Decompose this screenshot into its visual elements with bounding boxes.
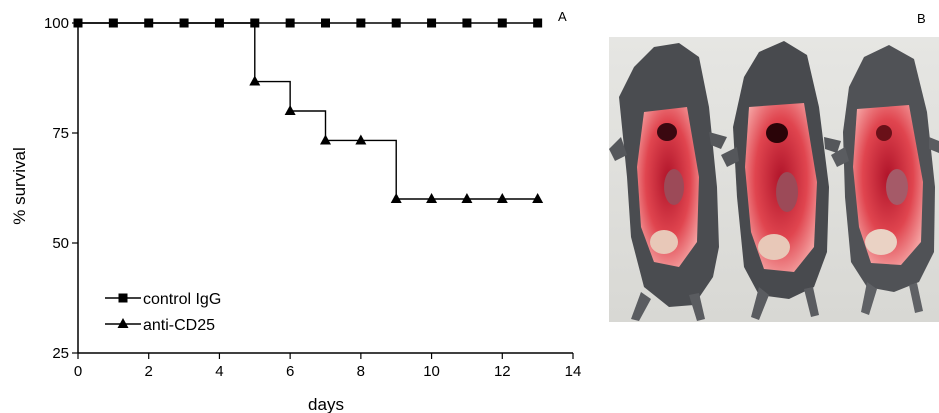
chart-axes xyxy=(77,23,573,354)
x-tick-label: 0 xyxy=(74,363,82,380)
data-point xyxy=(321,18,330,28)
data-point xyxy=(390,193,402,203)
data-point xyxy=(356,18,366,28)
x-tick-label: 12 xyxy=(494,363,511,380)
legend-label: control IgG xyxy=(143,291,221,308)
x-tick-label: 8 xyxy=(357,363,365,380)
x-tick-label: 14 xyxy=(565,363,582,380)
mouse-3 xyxy=(831,45,939,315)
y-tick-label: 100 xyxy=(44,15,69,32)
x-axis-label: days xyxy=(308,395,344,413)
mice-dissection-photo xyxy=(609,37,939,322)
series-2 xyxy=(78,22,544,203)
mouse-1 xyxy=(609,43,727,321)
x-tick-label: 2 xyxy=(145,363,153,380)
data-point xyxy=(426,193,438,203)
chart-ticks: 0 2 4 6 8 10 12 14 25 50 75 100 xyxy=(44,15,581,380)
y-tick-label: 75 xyxy=(52,125,69,142)
x-tick-label: 10 xyxy=(423,363,440,380)
data-point xyxy=(284,105,296,115)
data-point xyxy=(462,18,472,28)
data-point xyxy=(320,134,331,145)
legend-label: anti-CD25 xyxy=(143,317,215,334)
y-axis-label: % survival xyxy=(10,147,29,224)
panel-label-a: A xyxy=(558,9,567,24)
data-point xyxy=(497,18,507,28)
panel-label-b: B xyxy=(917,11,926,26)
data-point xyxy=(285,18,295,28)
chart-series xyxy=(73,18,544,203)
data-point xyxy=(496,193,508,203)
x-tick-label: 4 xyxy=(215,363,223,380)
survival-chart: 0 2 4 6 8 10 12 14 25 50 75 100 control IgG anti-CD2… xyxy=(10,15,581,413)
data-point xyxy=(427,18,437,28)
y-tick-label: 25 xyxy=(52,345,69,362)
legend-marker xyxy=(117,318,129,328)
data-point xyxy=(355,134,367,145)
y-tick-label: 50 xyxy=(52,235,69,252)
data-point xyxy=(532,193,544,203)
legend-marker xyxy=(118,293,128,303)
data-point xyxy=(533,18,543,28)
data-point xyxy=(461,193,473,203)
chart-legend: control IgG anti-CD25 xyxy=(105,291,221,334)
data-point xyxy=(391,18,401,28)
series-line xyxy=(78,22,538,200)
mouse-2 xyxy=(721,41,841,320)
data-point xyxy=(249,75,261,86)
x-tick-label: 6 xyxy=(286,363,294,380)
